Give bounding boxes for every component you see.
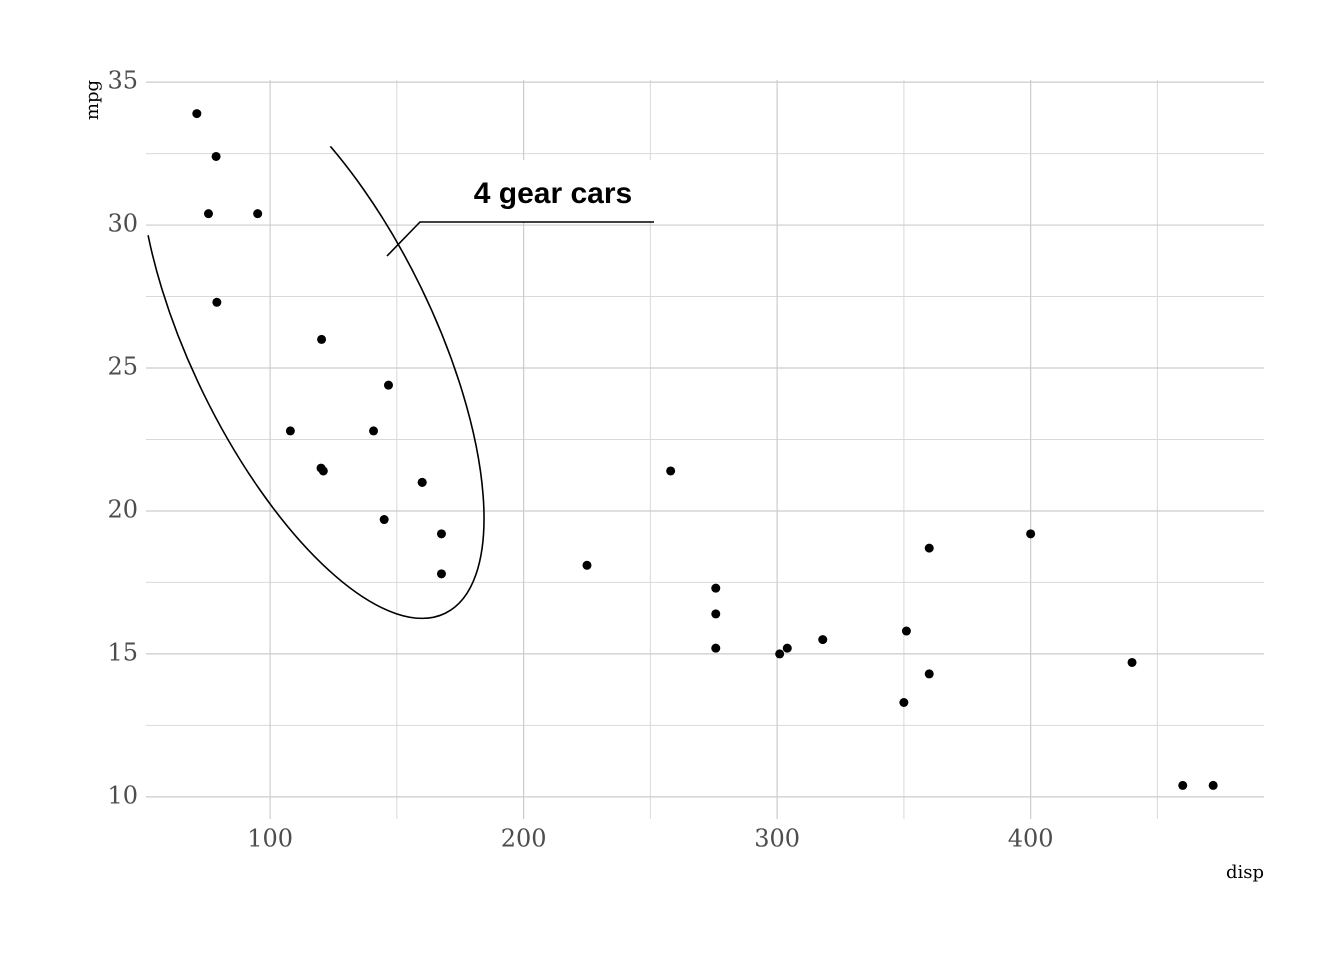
grid (146, 80, 1264, 819)
point (818, 635, 828, 645)
point (711, 643, 721, 653)
point (369, 426, 379, 436)
y-tick-label: 35 (107, 67, 138, 95)
point (582, 560, 592, 570)
point (711, 583, 721, 593)
x-tick-label: 100 (247, 825, 293, 853)
point (212, 297, 222, 307)
point (253, 209, 263, 219)
point (383, 380, 393, 390)
point (192, 109, 202, 119)
point (1178, 780, 1188, 790)
point (436, 529, 446, 539)
point (285, 426, 295, 436)
x-tick-label: 200 (501, 825, 547, 853)
point (203, 209, 213, 219)
y-tick-label: 10 (107, 781, 138, 809)
point (436, 569, 446, 579)
leader-line (386, 221, 654, 257)
y-tick-label: 20 (107, 495, 138, 523)
point (1127, 657, 1137, 667)
point (317, 334, 327, 344)
point (379, 515, 389, 525)
y-tick-label: 25 (107, 353, 138, 381)
point (899, 698, 909, 708)
y-tick-label: 15 (107, 638, 138, 666)
point (782, 643, 792, 653)
point (1026, 529, 1036, 539)
x-tick-label: 400 (1008, 825, 1054, 853)
point (417, 477, 427, 487)
point (924, 543, 934, 553)
annotation: 4 gear cars (474, 177, 632, 210)
point (666, 466, 676, 476)
points (192, 109, 1218, 790)
label-background (418, 160, 654, 222)
x-tick-label: 300 (754, 825, 800, 853)
point (318, 466, 328, 476)
point (1208, 780, 1218, 790)
y-tick-label: 30 (107, 210, 138, 238)
point (711, 609, 721, 619)
group-ellipse (139, 76, 485, 620)
y-axis-title: mpg (82, 80, 103, 120)
point (924, 669, 934, 679)
point (775, 649, 785, 659)
point (901, 626, 911, 636)
point (211, 151, 221, 161)
x-axis-title: disp (1226, 862, 1264, 883)
